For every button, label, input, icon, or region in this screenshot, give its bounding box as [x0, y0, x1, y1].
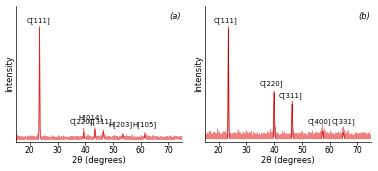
Text: H[014]: H[014]: [79, 115, 103, 121]
X-axis label: 2θ (degrees): 2θ (degrees): [261, 156, 315, 166]
Text: H[203]: H[203]: [108, 122, 132, 128]
Text: C[400]: C[400]: [308, 118, 332, 125]
Text: C[311]: C[311]: [279, 92, 303, 99]
Text: C[111]: C[111]: [26, 17, 50, 24]
Y-axis label: Intensity: Intensity: [6, 55, 15, 92]
Y-axis label: Intensity: Intensity: [194, 55, 203, 92]
Text: C[220]: C[220]: [260, 81, 283, 87]
Text: (b): (b): [358, 12, 370, 21]
Text: H[105]: H[105]: [133, 122, 157, 128]
X-axis label: 2θ (degrees): 2θ (degrees): [72, 156, 126, 166]
Text: C[331]: C[331]: [332, 118, 355, 125]
Text: C[111]: C[111]: [214, 17, 237, 24]
Text: C[220]: C[220]: [70, 118, 93, 125]
Text: (a): (a): [169, 12, 181, 21]
Text: C[311]: C[311]: [89, 118, 112, 125]
